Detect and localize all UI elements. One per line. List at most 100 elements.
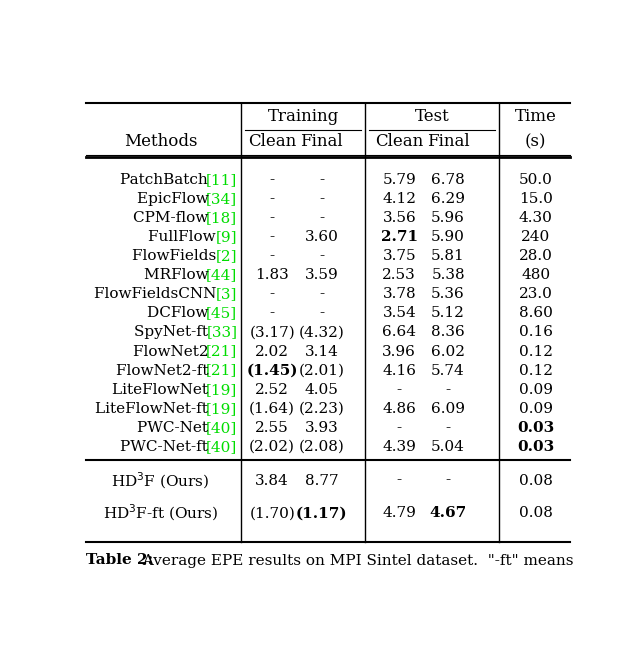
Text: -: - — [319, 173, 324, 186]
Text: -: - — [445, 421, 451, 435]
Text: -: - — [269, 287, 275, 301]
Text: 5.04: 5.04 — [431, 440, 465, 454]
Text: -: - — [319, 211, 324, 225]
Text: 0.12: 0.12 — [518, 364, 553, 377]
Text: Training: Training — [268, 108, 339, 125]
Text: (2.02): (2.02) — [249, 440, 295, 454]
Text: 6.29: 6.29 — [431, 192, 465, 206]
Text: Methods: Methods — [124, 133, 197, 150]
Text: [21]: [21] — [206, 364, 237, 377]
Text: -: - — [319, 306, 324, 320]
Text: Time: Time — [515, 108, 557, 125]
Text: PWC-Net-ft: PWC-Net-ft — [120, 440, 213, 454]
Text: DCFlow: DCFlow — [147, 306, 213, 320]
Text: 3.59: 3.59 — [305, 268, 339, 282]
Text: [44]: [44] — [206, 268, 237, 282]
Text: EpicFlow: EpicFlow — [136, 192, 213, 206]
Text: 5.90: 5.90 — [431, 230, 465, 244]
Text: -: - — [269, 249, 275, 263]
Text: PWC-Net: PWC-Net — [137, 421, 213, 435]
Text: Average EPE results on MPI Sintel dataset.  "-ft" means: Average EPE results on MPI Sintel datase… — [138, 553, 573, 568]
Text: 5.38: 5.38 — [431, 268, 465, 282]
Text: 23.0: 23.0 — [519, 287, 552, 301]
Text: [19]: [19] — [206, 402, 237, 416]
Text: 0.08: 0.08 — [519, 506, 552, 520]
Text: 3.14: 3.14 — [305, 345, 339, 358]
Text: -: - — [397, 421, 402, 435]
Text: 0.16: 0.16 — [518, 326, 553, 339]
Text: -: - — [319, 287, 324, 301]
Text: 6.02: 6.02 — [431, 345, 465, 358]
Text: [34]: [34] — [206, 192, 237, 206]
Text: -: - — [269, 173, 275, 186]
Text: 2.52: 2.52 — [255, 383, 289, 397]
Text: FlowNet2-ft: FlowNet2-ft — [116, 364, 213, 377]
Text: HD$^3$F-ft (Ours): HD$^3$F-ft (Ours) — [103, 503, 218, 523]
Text: CPM-flow: CPM-flow — [133, 211, 213, 225]
Text: 4.12: 4.12 — [382, 192, 416, 206]
Text: -: - — [269, 306, 275, 320]
Text: 4.30: 4.30 — [519, 211, 552, 225]
Text: 2.02: 2.02 — [255, 345, 289, 358]
Text: Test: Test — [415, 108, 449, 125]
Text: -: - — [269, 230, 275, 244]
Text: (2.08): (2.08) — [299, 440, 345, 454]
Text: 3.93: 3.93 — [305, 421, 339, 435]
Text: 4.05: 4.05 — [305, 383, 339, 397]
Text: 0.03: 0.03 — [517, 440, 554, 454]
Text: 3.56: 3.56 — [383, 211, 416, 225]
Text: FlowNet2: FlowNet2 — [132, 345, 213, 358]
Text: LiteFlowNet: LiteFlowNet — [112, 383, 213, 397]
Text: 8.36: 8.36 — [431, 326, 465, 339]
Text: 3.78: 3.78 — [383, 287, 416, 301]
Text: [40]: [40] — [206, 440, 237, 454]
Text: 2.53: 2.53 — [383, 268, 416, 282]
Text: [9]: [9] — [216, 230, 237, 244]
Text: 5.79: 5.79 — [383, 173, 416, 186]
Text: (1.70): (1.70) — [249, 506, 295, 520]
Text: (4.32): (4.32) — [299, 326, 345, 339]
Text: [19]: [19] — [206, 383, 237, 397]
Text: 0.12: 0.12 — [518, 345, 553, 358]
Text: [2]: [2] — [216, 249, 237, 263]
Text: 0.09: 0.09 — [518, 383, 553, 397]
Text: (1.17): (1.17) — [296, 506, 348, 520]
Text: 0.09: 0.09 — [518, 402, 553, 416]
Text: 5.12: 5.12 — [431, 306, 465, 320]
Text: 0.08: 0.08 — [519, 473, 552, 488]
Text: 3.54: 3.54 — [383, 306, 416, 320]
Text: (1.64): (1.64) — [249, 402, 295, 416]
Text: -: - — [445, 383, 451, 397]
Text: 4.39: 4.39 — [382, 440, 416, 454]
Text: FullFlow: FullFlow — [148, 230, 221, 244]
Text: -: - — [319, 249, 324, 263]
Text: 3.84: 3.84 — [255, 473, 289, 488]
Text: (1.45): (1.45) — [246, 364, 298, 377]
Text: 8.77: 8.77 — [305, 473, 339, 488]
Text: Final: Final — [427, 133, 469, 150]
Text: 6.78: 6.78 — [431, 173, 465, 186]
Text: FlowFieldsCNN: FlowFieldsCNN — [93, 287, 221, 301]
Text: (2.23): (2.23) — [299, 402, 345, 416]
Text: 4.86: 4.86 — [382, 402, 416, 416]
Text: 0.03: 0.03 — [517, 421, 554, 435]
Text: [45]: [45] — [206, 306, 237, 320]
Text: Clean: Clean — [248, 133, 296, 150]
Text: 15.0: 15.0 — [519, 192, 552, 206]
Text: -: - — [269, 192, 275, 206]
Text: -: - — [319, 192, 324, 206]
Text: [21]: [21] — [206, 345, 237, 358]
Text: 8.60: 8.60 — [519, 306, 552, 320]
Text: 5.96: 5.96 — [431, 211, 465, 225]
Text: 4.79: 4.79 — [382, 506, 416, 520]
Text: -: - — [445, 473, 451, 488]
Text: Final: Final — [301, 133, 343, 150]
Text: [18]: [18] — [206, 211, 237, 225]
Text: 5.74: 5.74 — [431, 364, 465, 377]
Text: 5.81: 5.81 — [431, 249, 465, 263]
Text: SpyNet-ft: SpyNet-ft — [134, 326, 213, 339]
Text: MRFlow: MRFlow — [143, 268, 213, 282]
Text: (s): (s) — [525, 133, 547, 150]
Text: 3.60: 3.60 — [305, 230, 339, 244]
Text: HD$^3$F (Ours): HD$^3$F (Ours) — [111, 470, 210, 490]
